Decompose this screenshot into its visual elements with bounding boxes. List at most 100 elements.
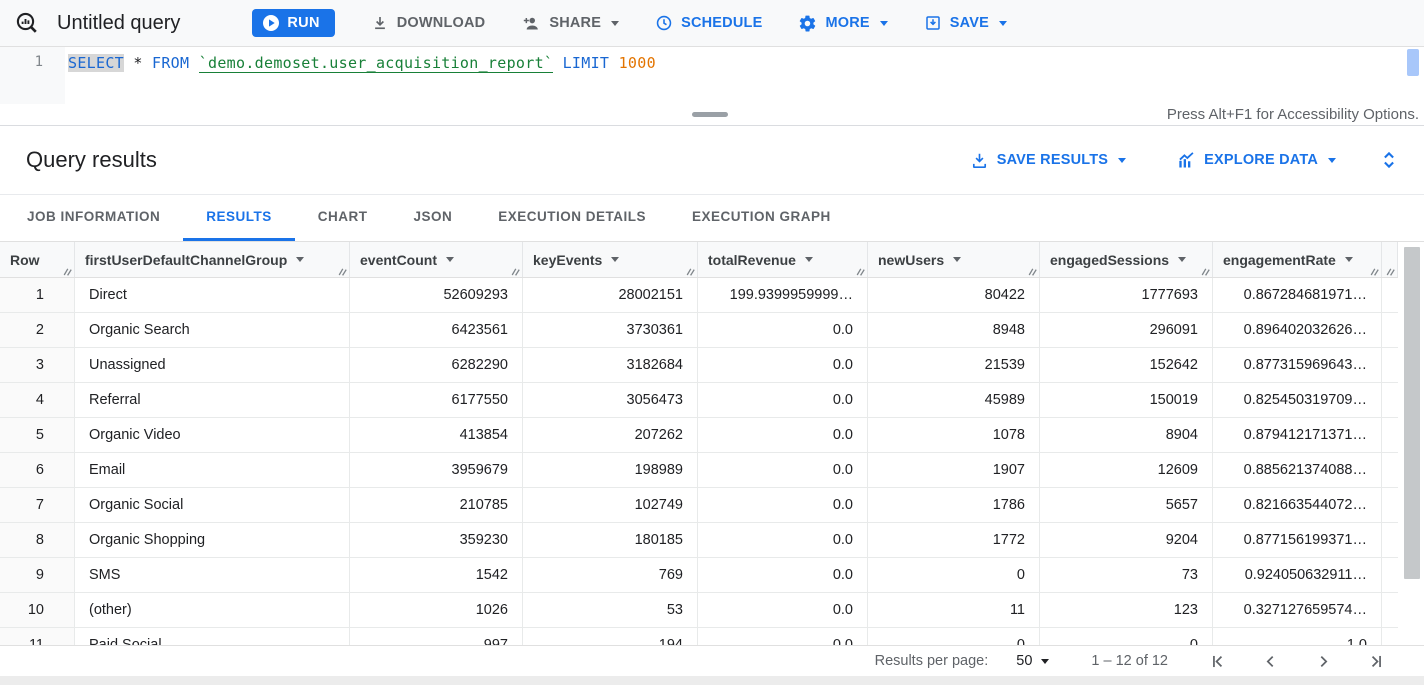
table-cell: 8904 (1040, 418, 1213, 453)
column-resize-grip-icon[interactable] (1386, 267, 1395, 276)
table-cell: 296091 (1040, 313, 1213, 348)
table-cell: Direct (75, 278, 350, 313)
tab-json[interactable]: JSON (413, 209, 453, 224)
more-button[interactable]: MORE (798, 14, 888, 33)
table-cell: 0.885621374088… (1213, 453, 1382, 488)
table-cell: Referral (75, 383, 350, 418)
table-cell: 769 (523, 558, 698, 593)
sql-editor[interactable]: 1 SELECT * FROM `demo.demoset.user_acqui… (0, 47, 1424, 104)
editor-scrollbar-thumb[interactable] (1407, 49, 1419, 76)
sql-table-reference[interactable]: `demo.demoset.user_acquisition_report` (198, 54, 554, 73)
table-cell: 21539 (868, 348, 1040, 383)
column-header-Row[interactable]: Row (0, 242, 75, 277)
save-results-button[interactable]: SAVE RESULTS (970, 151, 1127, 170)
column-header-engagementRate[interactable]: engagementRate (1213, 242, 1382, 277)
table-cell: 53 (523, 593, 698, 628)
column-resize-grip-icon[interactable] (338, 267, 347, 276)
table-cell: 52609293 (350, 278, 523, 313)
explore-data-button[interactable]: EXPLORE DATA (1176, 150, 1336, 170)
table-cell: Organic Social (75, 488, 350, 523)
table-cell: 3959679 (350, 453, 523, 488)
table-cell: 0.867284681971… (1213, 278, 1382, 313)
expand-results-button[interactable] (1378, 149, 1400, 171)
download-button[interactable]: DOWNLOAD (371, 14, 486, 32)
column-header-eventCount[interactable]: eventCount (350, 242, 523, 277)
results-scrollbar-thumb[interactable] (1404, 247, 1420, 579)
table-cell: 0.0 (698, 453, 868, 488)
line-number: 1 (34, 54, 43, 70)
column-resize-grip-icon[interactable] (63, 267, 72, 276)
table-cell: 180185 (523, 523, 698, 558)
table-cell: 0.877315969643… (1213, 348, 1382, 383)
column-label: keyEvents (533, 251, 603, 268)
sort-caret-icon[interactable] (804, 257, 813, 262)
table-cell: 1907 (868, 453, 1040, 488)
sql-token-keyword: FROM (152, 54, 190, 72)
sort-caret-icon[interactable] (296, 257, 305, 262)
panel-resize-handle[interactable] (692, 112, 728, 117)
first-page-button[interactable] (1208, 652, 1227, 671)
tab-job-information[interactable]: JOB INFORMATION (27, 209, 161, 224)
schedule-button[interactable]: SCHEDULE (655, 14, 762, 32)
last-page-button[interactable] (1367, 652, 1386, 671)
tab-chart[interactable]: CHART (317, 209, 368, 224)
column-resize-grip-icon[interactable] (511, 267, 520, 276)
column-resize-grip-icon[interactable] (1028, 267, 1037, 276)
save-icon (924, 14, 942, 32)
table-cell: Email (75, 453, 350, 488)
sql-code-line[interactable]: SELECT * FROM `demo.demoset.user_acquisi… (65, 47, 656, 104)
save-button[interactable]: SAVE (924, 14, 1007, 32)
row-number-cell: 1 (0, 278, 75, 313)
horizontal-scrollbar[interactable] (0, 676, 1424, 685)
table-cell: 80422 (868, 278, 1040, 313)
table-cell: 5657 (1040, 488, 1213, 523)
table-cell: 0.825450319709… (1213, 383, 1382, 418)
tab-execution-graph[interactable]: EXECUTION GRAPH (692, 209, 831, 224)
table-cell: 0.0 (698, 593, 868, 628)
pagination-footer: Results per page: 50 1 – 12 of 12 (0, 645, 1424, 676)
sort-caret-icon[interactable] (953, 257, 962, 262)
page-size-select[interactable]: 50 (1016, 653, 1050, 669)
results-vertical-scrollbar[interactable] (1398, 242, 1424, 645)
sort-caret-icon[interactable] (1344, 257, 1353, 262)
column-header-firstUserDefaultChannelGroup[interactable]: firstUserDefaultChannelGroup (75, 242, 350, 277)
more-label: MORE (825, 15, 870, 31)
schedule-label: SCHEDULE (681, 15, 763, 31)
sort-caret-icon[interactable] (1178, 257, 1187, 262)
sort-caret-icon[interactable] (446, 257, 454, 262)
tab-results[interactable]: RESULTS (183, 195, 295, 241)
row-number-cell: 5 (0, 418, 75, 453)
table-cell: 0.0 (698, 383, 868, 418)
column-resize-grip-icon[interactable] (1370, 267, 1379, 276)
sort-caret-icon[interactable] (611, 257, 620, 262)
column-header-newUsers[interactable]: newUsers (868, 242, 1040, 277)
tab-execution-details[interactable]: EXECUTION DETAILS (498, 209, 647, 224)
table-row: 2 Organic Search 6423561 3730361 0.0 8948 2960… (0, 313, 1411, 348)
unfold-icon (1378, 149, 1400, 171)
table-cell: 0.0 (698, 488, 868, 523)
query-title: Untitled query (57, 11, 181, 34)
table-cell: 0.896402032626… (1213, 313, 1382, 348)
row-number-cell: 2 (0, 313, 75, 348)
column-label: engagementRate (1223, 251, 1336, 268)
run-button[interactable]: RUN (252, 9, 335, 37)
column-header-totalRevenue[interactable]: totalRevenue (698, 242, 868, 277)
previous-page-button[interactable] (1261, 652, 1280, 671)
column-resize-grip-icon[interactable] (1201, 267, 1210, 276)
column-resize-grip-icon[interactable] (686, 267, 695, 276)
share-button[interactable]: SHARE (521, 14, 620, 32)
sql-token-keyword: LIMIT (562, 54, 610, 72)
column-resize-grip-icon[interactable] (856, 267, 865, 276)
column-label: eventCount (360, 251, 437, 268)
column-header-keyEvents[interactable]: keyEvents (523, 242, 698, 277)
table-cell: 8948 (868, 313, 1040, 348)
table-cell: 6282290 (350, 348, 523, 383)
column-header-engagedSessions[interactable]: engagedSessions (1040, 242, 1213, 277)
save-results-icon (970, 151, 989, 170)
table-cell: 45989 (868, 383, 1040, 418)
next-page-button[interactable] (1314, 652, 1333, 671)
table-cell: 0 (1040, 628, 1213, 645)
run-label: RUN (287, 15, 320, 31)
table-cell: 0.821663544072… (1213, 488, 1382, 523)
